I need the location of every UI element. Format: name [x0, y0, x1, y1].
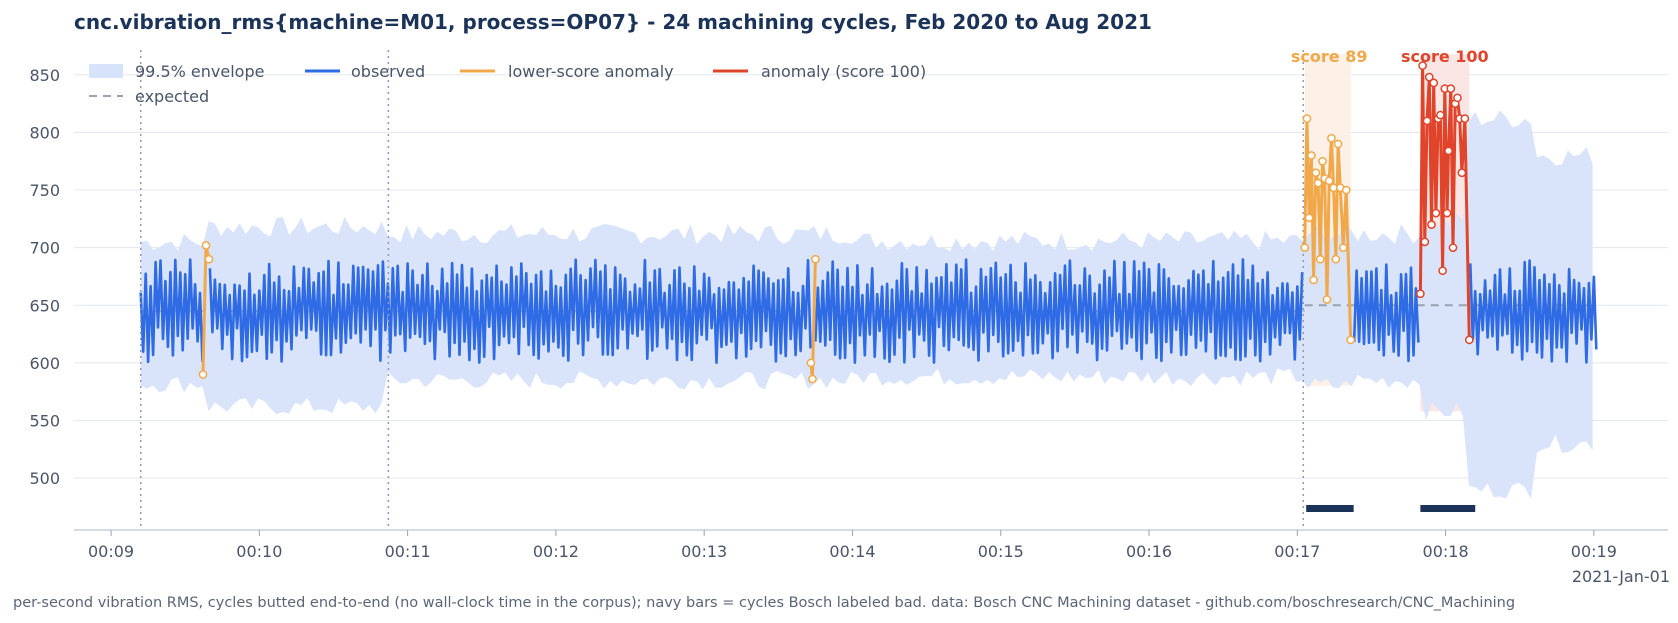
legend-expected-label: expected: [135, 87, 209, 106]
anomaly-point: [1331, 254, 1341, 264]
anomaly-point: [1460, 114, 1470, 123]
anomaly-point: [1313, 178, 1323, 188]
anomaly-point: [1307, 151, 1316, 160]
anomaly-point: [1464, 335, 1474, 345]
legend: 99.5% envelope observed lower-score anomal…: [89, 62, 926, 106]
y-tick-label: 500: [29, 469, 60, 488]
score-label: score 100: [1401, 47, 1489, 66]
bad-cycle-bar: [1420, 505, 1476, 512]
anomaly-point: [806, 358, 816, 368]
anomaly-point: [1322, 295, 1332, 304]
anomaly-point: [811, 254, 820, 264]
legend-envelope-swatch: [89, 64, 123, 78]
anomaly-point: [1318, 156, 1327, 166]
score-100-anomaly-line: [1418, 64, 1471, 340]
y-tick-label: 650: [29, 296, 60, 315]
observed-line: [139, 258, 1598, 364]
anomaly-point: [1442, 208, 1452, 218]
anomaly-point: [1300, 243, 1310, 253]
lower-score-anomaly-line: [1303, 117, 1353, 340]
y-tick-label: 850: [29, 66, 60, 85]
anomaly-point: [1338, 243, 1348, 253]
x-tick-label: 00:14: [829, 542, 875, 561]
date-label: 2021-Jan-01: [1572, 567, 1670, 586]
anomaly-point: [1311, 168, 1321, 178]
anomaly-point: [1444, 146, 1453, 156]
anomaly-point: [201, 241, 211, 250]
anomaly-point: [1302, 114, 1312, 123]
anomaly-point: [1424, 72, 1434, 82]
y-tick-label: 750: [29, 181, 60, 200]
anomaly-point: [198, 370, 208, 379]
x-tick-label: 00:19: [1571, 542, 1617, 561]
y-tick-label: 550: [29, 412, 60, 431]
legend-observed-label: observed: [351, 62, 425, 81]
anomaly-point: [1427, 220, 1436, 229]
anomaly-point: [1457, 168, 1467, 178]
anomaly-point: [1420, 237, 1430, 247]
x-tick-label: 00:10: [236, 542, 282, 561]
chart-title: cnc.vibration_rms{machine=M01, process=O…: [74, 10, 1152, 34]
footer-note: per-second vibration RMS, cycles butted …: [13, 595, 1515, 611]
anomaly-point: [1431, 208, 1441, 218]
anomaly-point: [1416, 289, 1425, 299]
anomaly-point: [1448, 243, 1458, 253]
anomaly-point: [1315, 254, 1325, 264]
anomaly-point: [1436, 110, 1445, 120]
anomaly-point: [1324, 176, 1334, 186]
y-tick-label: 600: [29, 354, 60, 373]
x-tick-label: 00:09: [88, 542, 134, 561]
y-tick-label: 700: [29, 239, 60, 258]
anomaly-point: [1341, 185, 1351, 195]
plot-area: 500 550 600 650 700 750 800 850 score 89 score 10…: [29, 47, 1668, 561]
anomaly-point: [1446, 84, 1456, 93]
anomaly-point: [808, 374, 817, 384]
x-tick-label: 00:13: [681, 542, 727, 561]
legend-lower-label: lower-score anomaly: [508, 62, 674, 81]
anomaly-point: [204, 254, 214, 264]
anomaly-point: [1327, 133, 1336, 143]
bad-cycle-bar: [1306, 505, 1354, 512]
anomaly-point: [1438, 266, 1447, 276]
x-tick-label: 00:18: [1423, 542, 1469, 561]
score-label: score 89: [1291, 47, 1368, 66]
anomaly-point: [1304, 213, 1314, 223]
x-tick-label: 00:15: [978, 542, 1024, 561]
anomaly-point: [1309, 275, 1318, 285]
anomaly-point: [1422, 116, 1432, 126]
legend-envelope-label: 99.5% envelope: [135, 62, 264, 81]
anomaly-point: [1453, 93, 1462, 103]
x-tick-label: 00:11: [385, 542, 431, 561]
y-tick-label: 800: [29, 123, 60, 142]
x-tick-label: 00:17: [1274, 542, 1320, 561]
x-tick-label: 00:12: [533, 542, 579, 561]
anomaly-point: [1346, 335, 1356, 345]
anomaly-point: [1429, 78, 1439, 88]
anomaly-point: [1418, 61, 1427, 70]
x-tick-label: 00:16: [1126, 542, 1172, 561]
legend-anomaly-label: anomaly (score 100): [761, 62, 926, 81]
anomaly-point: [1333, 139, 1343, 149]
